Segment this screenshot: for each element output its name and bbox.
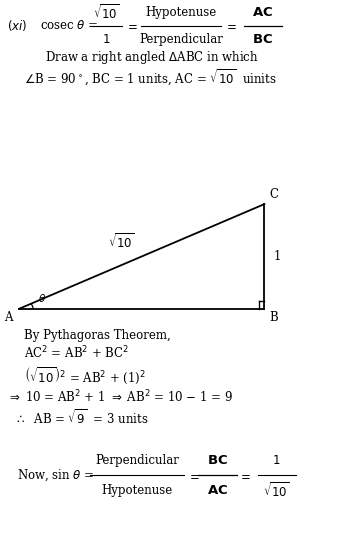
Text: $\angle$B = 90$^\circ$, BC = 1 units, AC = $\sqrt{10}$  uinits: $\angle$B = 90$^\circ$, BC = 1 units, AC… (24, 68, 277, 88)
Text: $\Rightarrow$ 10 = AB$^2$ + 1 $\Rightarrow$ AB$^2$ = 10 $-$ 1 = 9: $\Rightarrow$ 10 = AB$^2$ + 1 $\Rightarr… (7, 389, 233, 405)
Text: $1$: $1$ (272, 454, 281, 467)
Text: A: A (4, 311, 12, 324)
Text: Draw a right angled $\Delta$ABC in which: Draw a right angled $\Delta$ABC in which (45, 49, 259, 66)
Text: C: C (270, 188, 279, 201)
Text: $\theta$: $\theta$ (38, 293, 46, 304)
Text: $\left(\sqrt{10}\right)^2$ = AB$^2$ + (1)$^2$: $\left(\sqrt{10}\right)^2$ = AB$^2$ + (1… (24, 366, 147, 386)
Text: $\sqrt{10}$: $\sqrt{10}$ (263, 481, 290, 499)
Text: $=$: $=$ (238, 469, 251, 482)
Text: Hypotenuse: Hypotenuse (145, 6, 216, 19)
Text: B: B (270, 311, 278, 324)
Text: $1$: $1$ (102, 33, 110, 46)
Text: $\sqrt{10}$: $\sqrt{10}$ (93, 3, 119, 21)
Text: $=$: $=$ (187, 469, 200, 482)
Text: Perpendicular: Perpendicular (139, 33, 223, 46)
Text: $=$: $=$ (125, 19, 138, 32)
Text: $(xi)$: $(xi)$ (7, 18, 27, 33)
Text: $\sqrt{10}$: $\sqrt{10}$ (108, 233, 134, 251)
Text: $\therefore$  AB = $\sqrt{9}$  = 3 units: $\therefore$ AB = $\sqrt{9}$ = 3 units (14, 409, 149, 427)
Text: Hypotenuse: Hypotenuse (102, 484, 173, 497)
Text: 1: 1 (273, 250, 280, 263)
Text: $\mathbf{AC}$: $\mathbf{AC}$ (252, 6, 273, 19)
Text: Perpendicular: Perpendicular (95, 454, 180, 467)
Text: $\mathbf{AC}$: $\mathbf{AC}$ (207, 484, 228, 497)
Text: $\mathbf{BC}$: $\mathbf{BC}$ (252, 33, 273, 46)
Text: AC$^2$ = AB$^2$ + BC$^2$: AC$^2$ = AB$^2$ + BC$^2$ (24, 345, 129, 361)
Text: $\mathbf{BC}$: $\mathbf{BC}$ (207, 454, 228, 467)
Text: cosec $\theta$ =: cosec $\theta$ = (40, 19, 98, 32)
Text: By Pythagoras Theorem,: By Pythagoras Theorem, (24, 329, 171, 342)
Text: Now, sin $\theta$ =: Now, sin $\theta$ = (17, 468, 95, 483)
Text: $=$: $=$ (224, 19, 237, 32)
